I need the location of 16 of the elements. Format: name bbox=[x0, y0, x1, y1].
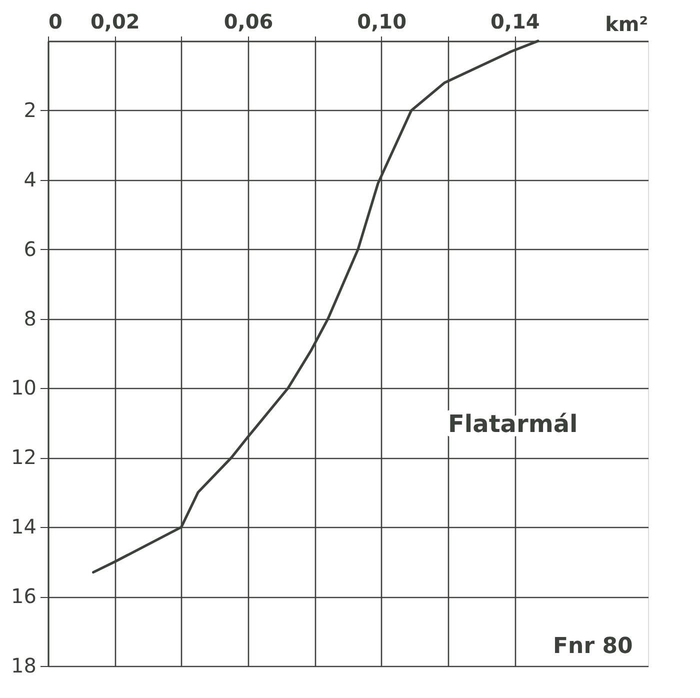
y-tick-label: 6 bbox=[24, 236, 36, 261]
y-tick-label: 10 bbox=[11, 376, 36, 400]
x-tick-label: 0,14 bbox=[490, 10, 540, 34]
x-tick-label: 0 bbox=[48, 10, 62, 34]
x-tick-label: 0,02 bbox=[90, 10, 140, 34]
x-tick-label: 0,06 bbox=[224, 10, 274, 34]
annotation: Fnr 80 bbox=[553, 634, 633, 659]
y-tick-label: 16 bbox=[11, 584, 36, 608]
y-tick-label: 2 bbox=[24, 98, 36, 122]
y-tick-label: 8 bbox=[24, 306, 36, 330]
y-tick-label: 18 bbox=[11, 654, 36, 678]
x-tick-label: 0,10 bbox=[357, 10, 407, 34]
y-tick-label: 14 bbox=[11, 514, 36, 539]
x-axis-title: km² bbox=[605, 12, 648, 36]
y-tick-label: 12 bbox=[11, 445, 36, 470]
y-tick-label: 4 bbox=[24, 167, 36, 192]
